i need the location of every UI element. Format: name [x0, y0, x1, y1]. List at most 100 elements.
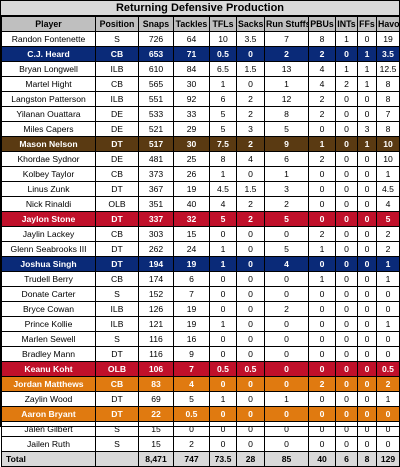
player-name: Nick Rinaldi — [1, 196, 96, 212]
tackles-cell: 4 — [173, 376, 210, 392]
sacks-cell: 2 — [236, 196, 265, 212]
tackles-cell: 24 — [173, 241, 210, 257]
sacks-cell: 0 — [236, 286, 265, 302]
ints-cell: 0 — [335, 391, 358, 407]
pbus-cell: 8 — [308, 31, 336, 47]
tfls-cell: 5 — [209, 106, 237, 122]
tackles-cell: 19 — [173, 256, 210, 272]
player-position: DT — [95, 136, 139, 152]
total-ffs: 8 — [357, 451, 377, 467]
havoc-cell: 0 — [376, 301, 400, 317]
table-row: Yilanan Ouattara DE 533 33 5 2 8 2 0 0 7 — [1, 106, 400, 122]
player-name: Keanu Koht — [1, 361, 96, 377]
ints-cell: 0 — [335, 136, 358, 152]
sacks-cell: 0 — [236, 301, 265, 317]
run-stuffs-cell: 0 — [264, 376, 309, 392]
havoc-cell: 1 — [376, 271, 400, 287]
header-havoc: Havoc — [376, 16, 400, 32]
pbus-cell: 2 — [308, 91, 336, 107]
header-ffs: FFs — [357, 16, 377, 32]
run-stuffs-cell: 5 — [264, 121, 309, 137]
ffs-cell: 0 — [357, 31, 377, 47]
snaps-cell: 116 — [138, 331, 174, 347]
tackles-cell: 30 — [173, 76, 210, 92]
tfls-cell: 8 — [209, 151, 237, 167]
tackles-cell: 64 — [173, 31, 210, 47]
pbus-cell: 0 — [308, 406, 336, 422]
player-position: S — [95, 421, 139, 437]
player-name: Zaylin Wood — [1, 391, 96, 407]
run-stuffs-cell: 0 — [264, 421, 309, 437]
havoc-cell: 0 — [376, 406, 400, 422]
tfls-cell: 1 — [209, 241, 237, 257]
run-stuffs-cell: 0 — [264, 226, 309, 242]
pbus-cell: 0 — [308, 121, 336, 137]
ffs-cell: 0 — [357, 106, 377, 122]
pbus-cell: 2 — [308, 106, 336, 122]
player-name: Jalen Gilbert — [1, 421, 96, 437]
tfls-cell: 0 — [209, 301, 237, 317]
player-name: Randon Fontenette — [1, 31, 96, 47]
player-position: CB — [95, 226, 139, 242]
table-row: Nick Rinaldi OLB 351 40 4 2 2 0 0 0 4 — [1, 196, 400, 212]
tfls-cell: 6 — [209, 91, 237, 107]
table-row: Glenn Seabrooks III DT 262 24 1 0 5 1 0 0 2 — [1, 241, 400, 257]
sacks-cell: 0 — [236, 346, 265, 362]
tfls-cell: 1 — [209, 166, 237, 182]
total-sacks: 28 — [236, 451, 265, 467]
sacks-cell: 0 — [236, 421, 265, 437]
table-row: Mason Nelson DT 517 30 7.5 2 9 1 0 1 10 — [1, 136, 400, 152]
tfls-cell: 10 — [209, 31, 237, 47]
tfls-cell: 0 — [209, 436, 237, 452]
run-stuffs-cell: 0 — [264, 271, 309, 287]
total-havoc: 129 — [376, 451, 400, 467]
havoc-cell: 4.5 — [376, 181, 400, 197]
pbus-cell: 2 — [308, 376, 336, 392]
ffs-cell: 0 — [357, 286, 377, 302]
havoc-cell: 12.5 — [376, 61, 400, 77]
tackles-cell: 7 — [173, 286, 210, 302]
table-row: Langston Patterson ILB 551 92 6 2 12 2 0 0 8 — [1, 91, 400, 107]
ints-cell: 0 — [335, 121, 358, 137]
snaps-cell: 262 — [138, 241, 174, 257]
snaps-cell: 126 — [138, 301, 174, 317]
tackles-cell: 0.5 — [173, 406, 210, 422]
snaps-cell: 653 — [138, 46, 174, 62]
table-row: Donate Carter S 152 7 0 0 0 0 0 0 0 — [1, 286, 400, 302]
tackles-cell: 15 — [173, 226, 210, 242]
pbus-cell: 1 — [308, 136, 336, 152]
run-stuffs-cell: 0 — [264, 331, 309, 347]
player-name: Miles Capers — [1, 121, 96, 137]
ffs-cell: 0 — [357, 166, 377, 182]
pbus-cell: 0 — [308, 316, 336, 332]
player-position: ILB — [95, 91, 139, 107]
pbus-cell: 1 — [308, 241, 336, 257]
ffs-cell: 0 — [357, 406, 377, 422]
havoc-cell: 5 — [376, 211, 400, 227]
player-name: Langston Patterson — [1, 91, 96, 107]
snaps-cell: 373 — [138, 166, 174, 182]
table-row: Trudell Berry CB 174 6 0 0 0 1 0 0 1 — [1, 271, 400, 287]
ffs-cell: 0 — [357, 331, 377, 347]
ffs-cell: 1 — [357, 61, 377, 77]
tfls-cell: 0 — [209, 226, 237, 242]
pbus-cell: 0 — [308, 196, 336, 212]
run-stuffs-cell: 1 — [264, 166, 309, 182]
tfls-cell: 4 — [209, 196, 237, 212]
table-row: Bryan Longwell ILB 610 84 6.5 1.5 13 4 1 1 12.5 — [1, 61, 400, 77]
table-row: Jaylin Lackey CB 303 15 0 0 0 2 0 0 2 — [1, 226, 400, 242]
player-name: Mason Nelson — [1, 136, 96, 152]
table-row: Jailen Ruth S 15 2 0 0 0 0 0 0 0 — [1, 436, 400, 452]
ints-cell: 0 — [335, 436, 358, 452]
ints-cell: 0 — [335, 226, 358, 242]
player-position: S — [95, 331, 139, 347]
ints-cell: 0 — [335, 316, 358, 332]
snaps-cell: 69 — [138, 391, 174, 407]
total-position — [95, 451, 139, 467]
player-name: C.J. Heard — [1, 46, 96, 62]
sacks-cell: 0 — [236, 391, 265, 407]
snaps-cell: 337 — [138, 211, 174, 227]
table-row: Prince Kollie ILB 121 19 1 0 0 0 0 0 1 — [1, 316, 400, 332]
header-player: Player — [1, 16, 96, 32]
tfls-cell: 0 — [209, 406, 237, 422]
